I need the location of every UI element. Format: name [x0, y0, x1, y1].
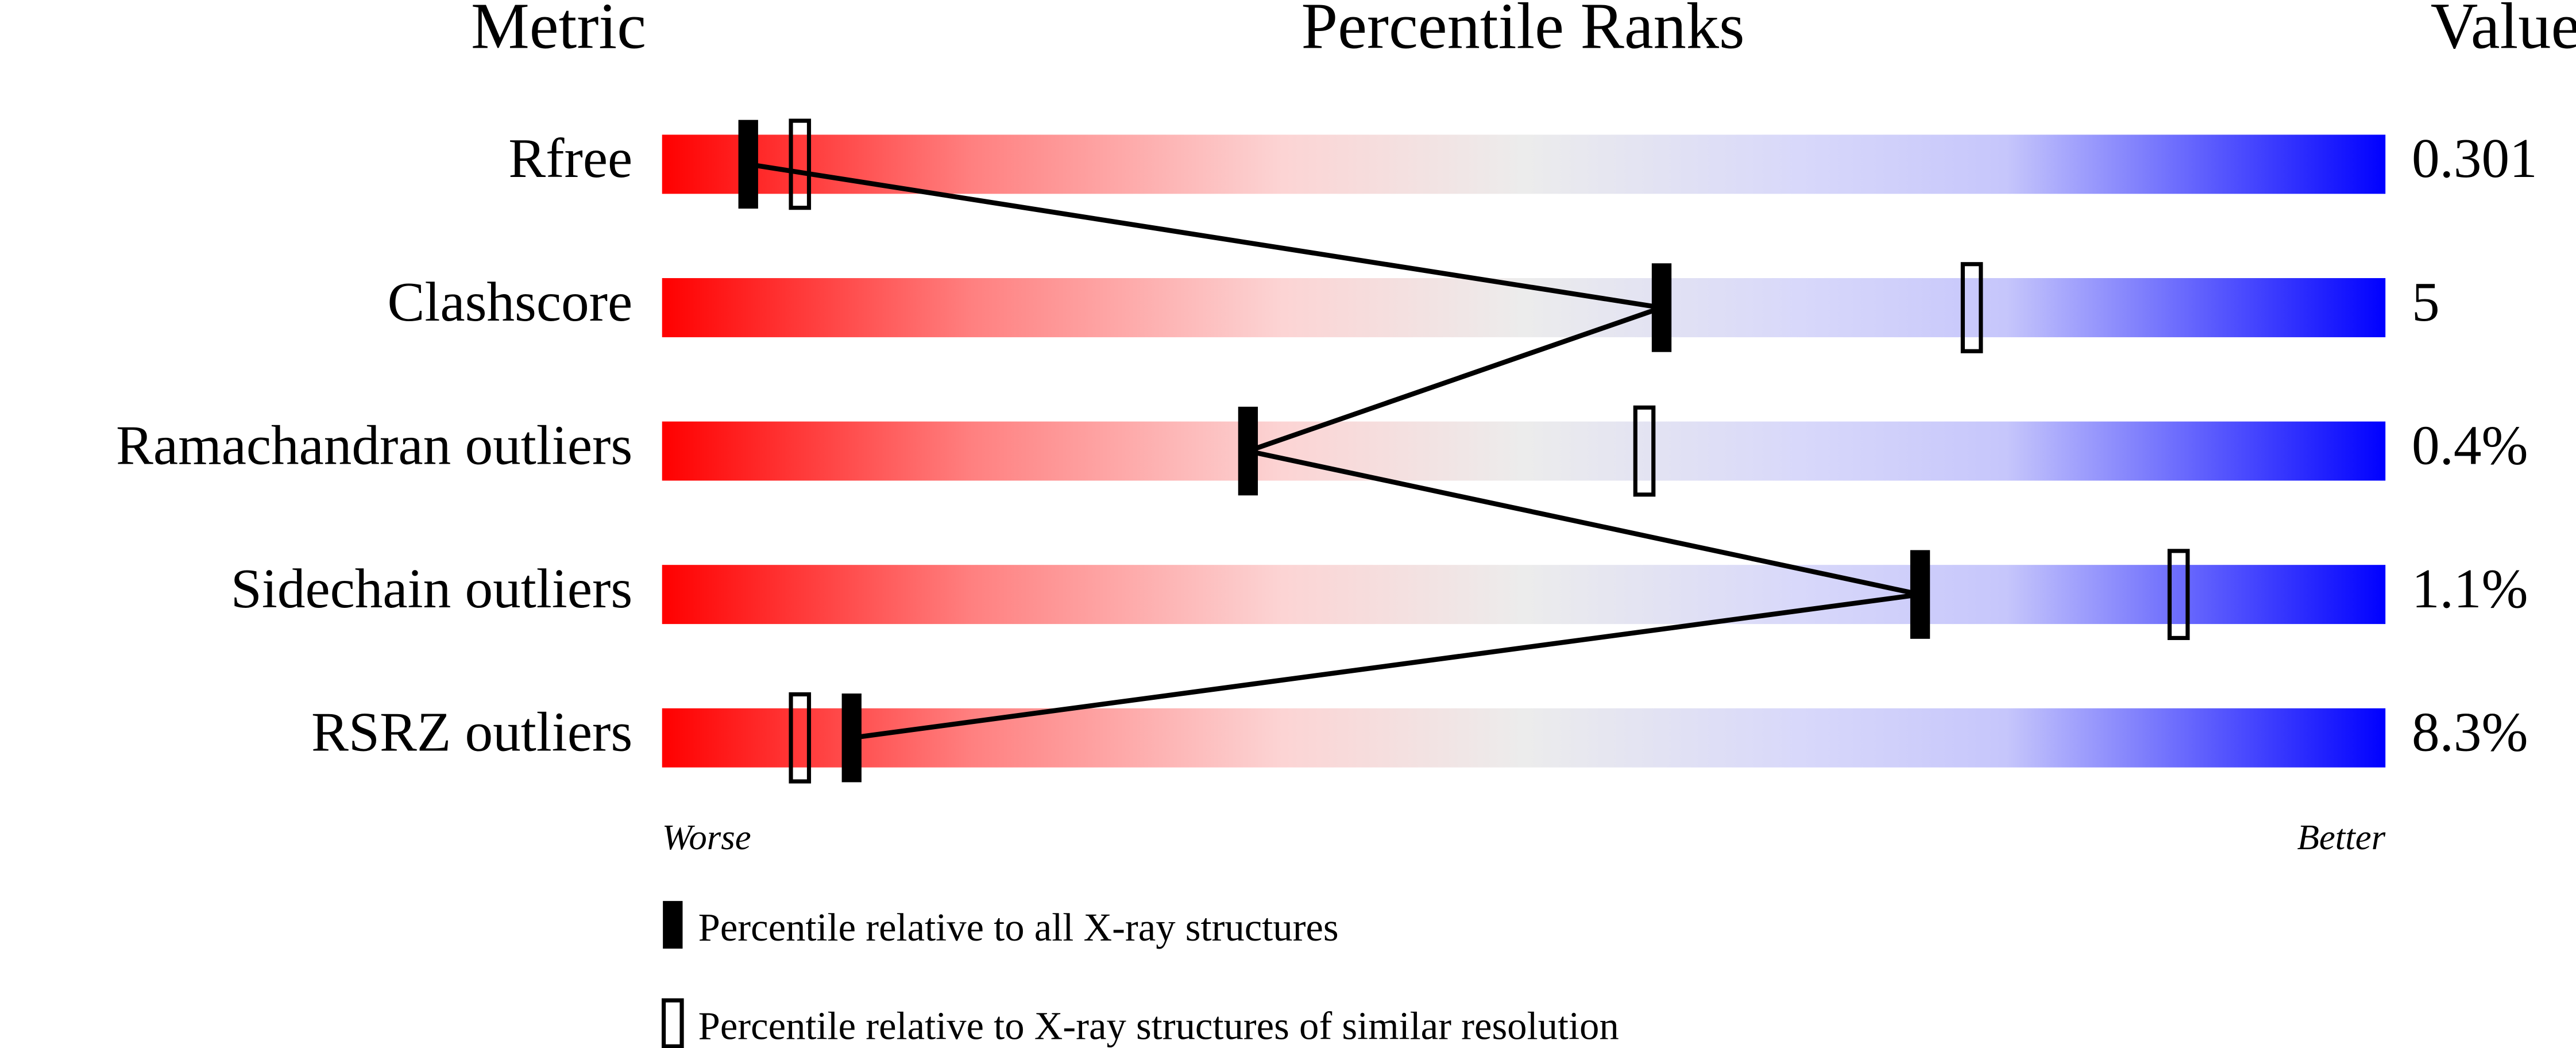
similar-resolution-marker: [1633, 405, 1656, 497]
percentile-marker: [738, 120, 758, 209]
metric-label: Clashscore: [388, 271, 633, 333]
percentile-marker: [1238, 406, 1258, 496]
similar-resolution-marker: [789, 118, 812, 210]
metric-value: 0.301: [2412, 128, 2538, 190]
percentile-marker: [841, 693, 862, 783]
metric-label: Sidechain outliers: [231, 558, 632, 620]
legend-symbol: [663, 901, 683, 949]
percentile-bar: [662, 421, 2386, 481]
metric-value: 0.4%: [2412, 414, 2528, 476]
worse-label: Worse: [662, 817, 751, 857]
similar-resolution-marker: [2167, 549, 2190, 640]
legend-label: Percentile relative to X-ray structures …: [698, 1004, 1619, 1047]
similar-resolution-marker: [1960, 262, 1983, 353]
metric-label: Ramachandran outliers: [116, 414, 632, 476]
percentile-bar: [662, 134, 2386, 194]
metric-label: RSRZ outliers: [311, 702, 632, 764]
better-label: Better: [2297, 817, 2385, 857]
legend-symbol: [661, 998, 684, 1048]
percentile-bar: [662, 708, 2386, 768]
percentile-marker: [1651, 263, 1672, 352]
similar-resolution-marker: [789, 692, 812, 784]
percentile-bar: [662, 565, 2386, 625]
metric-value: 1.1%: [2412, 558, 2528, 620]
metric-value: 8.3%: [2412, 702, 2528, 764]
percentile-header: Percentile Ranks: [1301, 0, 1745, 62]
metric-header: Metric: [471, 0, 646, 62]
percentile-marker: [1910, 550, 1930, 639]
metric-value: 5: [2412, 271, 2440, 333]
value-header: Value: [2431, 0, 2576, 62]
metric-label: Rfree: [508, 128, 632, 190]
legend-label: Percentile relative to all X-ray structu…: [698, 906, 1339, 949]
